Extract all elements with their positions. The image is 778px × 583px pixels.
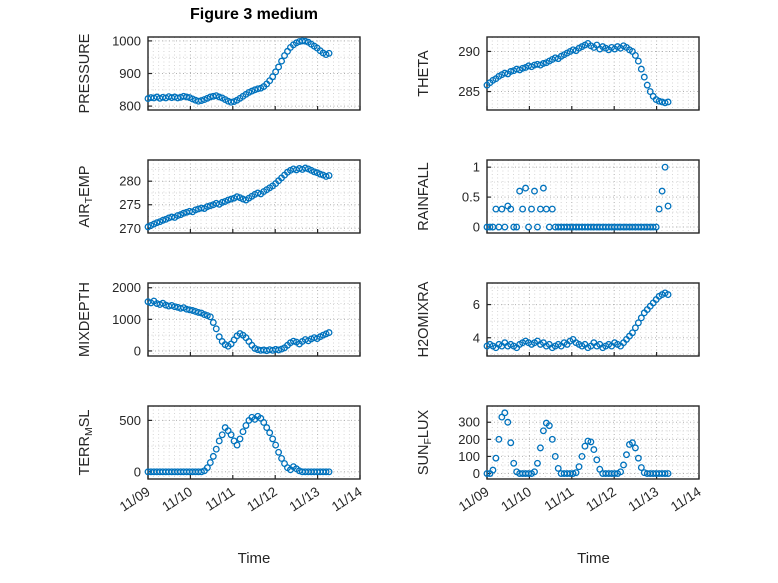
svg-text:500: 500 — [119, 413, 141, 428]
y-axis-label: MIXDEPTH — [77, 282, 93, 357]
x-axis-label-left: Time — [237, 550, 271, 567]
y-axis-label: SUNFLUX — [416, 410, 434, 476]
y-axis-label: THETA — [416, 50, 432, 97]
grid — [487, 406, 699, 479]
svg-text:11/11: 11/11 — [203, 484, 238, 514]
subplot-air-temp: 270 275 280 AIRTEMP — [77, 159, 361, 236]
grid — [487, 283, 699, 356]
data-points — [144, 164, 333, 231]
svg-text:1: 1 — [473, 160, 480, 175]
subplot-terr-msl: 0 500 11/09 11/10 11/11 11/12 11/13 11/14 TERRMS… — [77, 405, 365, 515]
svg-text:11/10: 11/10 — [159, 484, 195, 514]
y-axis-label: AIRTEMP — [77, 165, 95, 227]
y-tick-labels: 0 500 — [119, 413, 141, 479]
y-tick-labels: 0 100 200 300 — [458, 415, 480, 481]
data-points — [144, 297, 333, 355]
axes-box — [147, 405, 361, 480]
data-points — [144, 37, 333, 106]
data-points — [483, 39, 672, 107]
svg-text:275: 275 — [119, 197, 141, 212]
tick-marks — [147, 287, 361, 356]
axes-box — [147, 159, 361, 234]
svg-text:4: 4 — [473, 330, 480, 345]
grid — [487, 160, 699, 233]
data-points — [144, 412, 333, 476]
axes-box — [486, 282, 700, 357]
svg-text:800: 800 — [119, 99, 141, 114]
svg-text:11/11: 11/11 — [542, 484, 577, 514]
y-tick-labels: 270 275 280 — [119, 174, 141, 236]
y-tick-labels: 46 — [473, 297, 480, 345]
x-tick-labels: 11/09 11/10 11/11 11/12 11/13 11/14 — [117, 484, 365, 515]
svg-text:0: 0 — [134, 464, 141, 479]
svg-text:1000: 1000 — [112, 312, 141, 327]
svg-text:900: 900 — [119, 66, 141, 81]
x-tick-labels: 11/09 11/10 11/11 11/12 11/13 11/14 — [456, 484, 704, 515]
x-axis-label-right: Time — [577, 550, 610, 567]
tick-marks — [486, 303, 700, 356]
figure-title: Figure 3 medium — [189, 6, 319, 23]
y-tick-labels: 800 900 1000 — [112, 33, 141, 113]
grid — [148, 283, 360, 356]
tick-marks — [147, 419, 361, 479]
y-tick-labels: 285 290 — [458, 44, 480, 99]
svg-text:300: 300 — [458, 415, 480, 430]
subplot-theta: 285 290 THETA — [416, 36, 700, 111]
y-tick-labels: 0 1000 2000 — [112, 280, 141, 358]
y-axis-label: PRESSURE — [77, 33, 93, 113]
svg-text:285: 285 — [458, 84, 480, 99]
y-tick-labels: 00.51 — [462, 160, 480, 235]
svg-text:11/09: 11/09 — [117, 484, 153, 514]
axes-box — [486, 36, 700, 111]
tick-marks — [147, 40, 361, 110]
data-points — [483, 409, 672, 477]
svg-text:100: 100 — [458, 449, 480, 464]
svg-text:0: 0 — [473, 466, 480, 481]
svg-text:200: 200 — [458, 432, 480, 447]
subplot-sun-flux: 0 100 200 300 11/09 11/10 11/11 11/12 11/13 11/14… — [416, 405, 704, 515]
svg-text:1000: 1000 — [112, 33, 141, 48]
y-axis-label: H2OMIXRA — [416, 281, 432, 357]
svg-text:11/14: 11/14 — [668, 484, 704, 515]
axes-box — [486, 405, 700, 480]
svg-text:270: 270 — [119, 221, 141, 236]
svg-text:0.5: 0.5 — [462, 190, 480, 205]
svg-text:11/10: 11/10 — [498, 484, 534, 514]
svg-text:11/12: 11/12 — [244, 484, 280, 514]
svg-text:0: 0 — [134, 343, 141, 358]
y-axis-label: RAINFALL — [416, 162, 432, 231]
svg-text:2000: 2000 — [112, 280, 141, 295]
svg-text:11/13: 11/13 — [287, 484, 323, 514]
subplot-pressure: 800 900 1000 PRESSURE — [77, 33, 361, 114]
svg-text:11/12: 11/12 — [583, 484, 619, 514]
grid — [148, 37, 360, 110]
tick-marks — [147, 180, 361, 233]
grid — [148, 160, 360, 233]
y-axis-label: TERRMSL — [77, 410, 95, 476]
data-points — [483, 163, 672, 231]
svg-text:11/09: 11/09 — [456, 484, 492, 514]
svg-text:290: 290 — [458, 44, 480, 59]
tick-marks — [486, 50, 700, 110]
subplot-mixdepth: 0 1000 2000 MIXDEPTH — [77, 280, 361, 358]
svg-text:280: 280 — [119, 174, 141, 189]
svg-text:11/13: 11/13 — [626, 484, 662, 514]
svg-text:0: 0 — [473, 220, 480, 235]
svg-text:11/14: 11/14 — [329, 484, 365, 515]
data-points — [483, 289, 672, 352]
svg-text:6: 6 — [473, 297, 480, 312]
